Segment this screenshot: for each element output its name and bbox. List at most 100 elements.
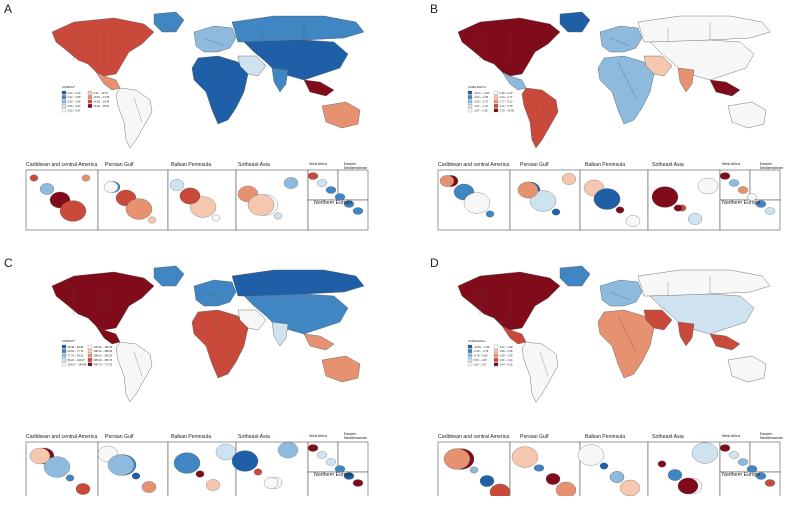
india-shape: [271, 67, 289, 93]
inset-label-persian-gulf: Persian Gulf: [105, 434, 134, 440]
legend-swatch: [493, 344, 499, 349]
inset-region: [334, 193, 346, 201]
inset-region: [667, 469, 683, 481]
australia-shape: [727, 101, 767, 129]
southeast-asia-shape: [709, 333, 741, 351]
panel-letter: D: [430, 256, 439, 270]
inset-region: [343, 200, 355, 208]
legend-swatch: [61, 353, 67, 358]
inset-region: [103, 181, 119, 193]
inset-label-west-africa: West Africa: [309, 434, 328, 438]
country-border: [133, 351, 143, 377]
legend-label: -3.39 – -0.76: [474, 349, 489, 353]
inset-region: [65, 474, 75, 482]
legend-label: 395.30 – 435.73: [94, 358, 113, 362]
legend-swatch: [467, 358, 473, 362]
greenland-shape: [153, 11, 185, 33]
legend-swatch: [467, 344, 473, 349]
country-border: [203, 37, 225, 47]
inset-region: [529, 190, 557, 212]
inset-label-caribbean: Caribbean and central America: [438, 162, 510, 168]
inset-region: [463, 192, 491, 214]
inset-frame-northern-europe: [307, 199, 369, 231]
inset-region: [147, 216, 157, 224]
inset-region: [352, 207, 364, 215]
legend-label: 120.07 – 145.94: [68, 362, 87, 366]
legend-label: 77.74 – 95.21: [68, 354, 84, 358]
country-border: [133, 97, 143, 123]
inset-region: [691, 442, 719, 464]
inset-label-balkan: Balkan Peninsula: [171, 162, 212, 168]
legend-swatch: [87, 344, 93, 349]
south-america-shape: [115, 87, 153, 149]
inset-region: [746, 465, 758, 473]
legend-label: -2.06 – -1.37: [474, 100, 489, 104]
inset-label-west-africa: West Africa: [722, 434, 741, 438]
inset-label-caribbean: Caribbean and central America: [26, 434, 98, 440]
australia-shape: [321, 355, 361, 383]
inset-region: [211, 214, 221, 222]
south-america-shape: [115, 341, 153, 403]
inset-region: [746, 193, 758, 201]
inset-region: [439, 175, 455, 187]
inset-region: [577, 444, 605, 466]
north-america-shape: [51, 271, 155, 331]
north-america-shape: [51, 17, 155, 77]
continents: [51, 265, 365, 403]
europe-shape: [599, 279, 643, 307]
inset-label-west-africa: West Africa: [722, 162, 741, 166]
legend-swatch: [467, 90, 473, 95]
legend-label: 3.04 – 9.15: [500, 362, 514, 366]
legend-swatch: [493, 95, 499, 99]
legend-swatch: [87, 353, 93, 358]
inset-region: [81, 174, 91, 182]
panel-letter: B: [430, 2, 439, 16]
north-america-shape: [457, 271, 561, 331]
legend-label: 0.50 – 1.05: [474, 358, 488, 362]
inset-region: [325, 186, 337, 194]
inset-region: [307, 172, 319, 180]
inset-region: [677, 477, 699, 495]
middle-east-shape: [643, 55, 673, 77]
country-border: [609, 291, 631, 301]
middle-east-shape: [237, 309, 267, 331]
inset-region: [179, 187, 201, 205]
inset-region: [764, 479, 776, 487]
inset-region: [593, 188, 621, 210]
world-map: ASMR/10⁵ 0.00 – 2.222.22 – 2.802.80 – 3.6…: [25, 11, 369, 231]
legend-swatch: [467, 95, 473, 99]
inset-region: [131, 472, 141, 480]
legend-label: 2.22 – 2.80: [68, 95, 82, 99]
legend-label: -1.37 – -1.07: [474, 104, 489, 108]
legend-swatch: [493, 362, 499, 367]
country-border: [617, 61, 637, 99]
inset-region: [43, 456, 71, 478]
inset-region: [479, 475, 495, 487]
legend-label: 145.94 – 198.33: [94, 345, 113, 349]
inset-region: [551, 208, 561, 216]
inset-region: [253, 468, 263, 476]
inset-region: [39, 183, 55, 195]
africa-shape: [191, 55, 249, 125]
legend-label: 1.99 – 2.38: [500, 349, 514, 353]
asia-shape: [243, 39, 349, 81]
legend-swatch: [61, 99, 67, 104]
inset-region: [599, 462, 609, 470]
legend-swatch: [61, 349, 67, 353]
legend-swatch: [87, 358, 93, 362]
continents: [51, 11, 365, 149]
inset-region: [325, 458, 337, 466]
asia-shape: [649, 39, 755, 81]
legend-label: 3.66 – 4.22: [68, 104, 82, 108]
inset-label-eastern-med: Eastern Mediterranean: [344, 162, 368, 170]
legend-label: 2.59 – 3.04: [500, 358, 514, 362]
inset-region: [697, 177, 719, 195]
panel-a: A ASMR/10⁵ 0.00 – 2.22 2.22 – 2.80 2.80 – 3…: [4, 2, 394, 252]
australia-shape: [727, 355, 767, 383]
legend-label: 2.43 – 2.77: [500, 95, 514, 99]
inset-label-balkan: Balkan Peninsula: [171, 434, 212, 440]
inset-region: [755, 200, 767, 208]
inset-region: [755, 472, 767, 480]
inset-region: [263, 477, 279, 489]
